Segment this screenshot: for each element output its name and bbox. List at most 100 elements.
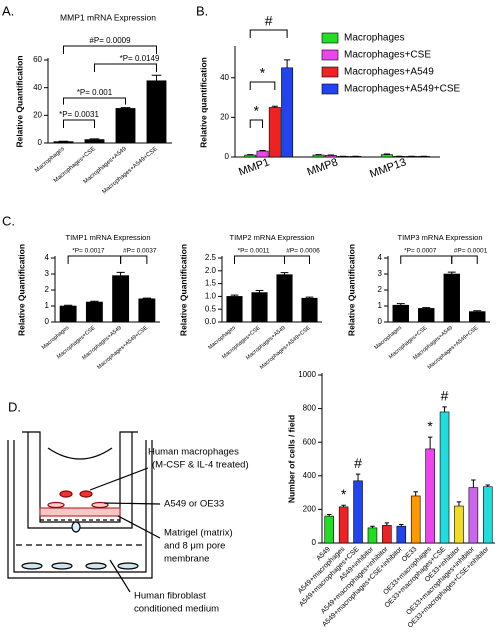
bar [226,296,243,323]
macrophage-cell [59,490,73,498]
error-bar [447,271,456,274]
y-axis-label: Relative Quantification [16,244,26,336]
bar [324,515,334,544]
error-bar [370,525,375,528]
bar [443,273,460,323]
diagram-label: (M-CSF & IL-4 treated) [152,460,249,471]
bar [301,297,318,323]
insert [22,431,138,523]
x-tick-label: Macrophages+A549+CSE [259,325,312,371]
error-bar [399,524,404,527]
diagram-label: A549 or OE33 [164,499,224,510]
annotation: #P= 0.0037 [123,248,157,255]
bar [338,506,349,544]
fibroblast [117,562,139,570]
fibroblast [21,562,43,570]
chart-title: TIMP1 mRNA Expression [65,233,150,242]
fibroblast [51,562,73,570]
legend-swatch [321,83,339,95]
error-bar [280,272,289,275]
bar [85,301,103,323]
arrow [117,515,161,539]
bar [312,154,325,158]
error-bar [456,501,462,507]
bar [146,80,167,144]
fibroblast [85,562,107,570]
error-bar [326,513,332,517]
medium-top [47,447,113,460]
error-bar [355,473,361,481]
y-tick-label: 1.5 [205,279,217,288]
bar [53,141,74,144]
bar [281,67,294,158]
bar [276,274,293,323]
y-tick-label: 40 [33,83,42,92]
bar [353,480,363,544]
annotation: * [260,65,266,81]
error-bar [473,310,482,312]
significance-bracket [249,81,276,90]
bar [439,411,450,544]
annotation: *P= 0.0031 [59,110,99,119]
tumour-cell [47,501,65,509]
y-axis-label: Relative Quantification [178,244,188,336]
diagram-labels: Human macrophages (M-CSF & IL-4 treated)… [134,447,249,615]
x-tick-label: MMP1 [237,156,271,178]
legend-label: Macrophages [344,33,405,44]
error-bar [255,290,264,293]
chart-title: TIMP2 mRNA Expression [229,233,314,242]
y-tick-label: 2 [378,285,383,294]
annotation: # [354,455,362,471]
y-tick-label: 20 [33,110,42,119]
significance-bracket [284,255,310,264]
diagram-label: Human macrophages [148,447,239,458]
bar [425,448,435,544]
significance-bracket [94,63,157,72]
x-tick-label: Macrophages [34,146,66,174]
significance-bracket [120,255,148,264]
panel-label: A. [2,3,14,18]
y-tick-label: 3 [45,269,50,278]
bar [367,527,378,544]
y-tick-label: 0 [45,317,50,326]
error-bar [230,294,239,297]
y-tick-label: 1 [378,301,383,310]
error-bar [427,436,433,449]
x-tick-label: MMP8 [306,156,340,178]
y-tick-label: 0 [312,538,317,547]
significance-bracket [400,255,453,264]
annotation: #P= 0.0009 [89,36,131,45]
diagram-label: membrane [164,554,209,565]
diagram-label: conditioned medium [134,604,219,615]
legend-label: Macrophages+A549+CSE [344,84,461,95]
y-axis-label: Relative Quantification [14,55,24,147]
panel-label: C. [2,213,15,228]
bar [59,305,77,323]
annotation: *P= 0.001 [77,88,113,97]
y-tick-label: 200 [303,505,317,514]
panel-label: D. [8,399,21,414]
significance-bracket [63,45,157,54]
error-bar [485,484,491,487]
annotation: *P= 0.0007 [404,248,437,255]
macrophage-cell [79,490,93,498]
significance-bracket [63,97,126,105]
y-tick-label: 4 [378,253,383,262]
error-bar [90,300,99,302]
annotation: # [441,388,449,404]
error-bar [142,297,151,299]
error-bar [120,107,131,109]
arrow [103,502,161,505]
legend-label: Macrophages+A549 [344,67,434,78]
diagram-label: and 8 μm pore [164,541,225,552]
y-tick-label: 20 [220,112,229,121]
y-axis-label: Relative Quantification [346,244,356,336]
bar [396,525,407,544]
legend-label: Macrophages+CSE [344,50,431,61]
y-tick-label: 400 [303,471,317,480]
error-bar [442,406,447,412]
bar [112,275,130,323]
bar [469,311,486,323]
bar [244,154,257,158]
arrow [109,559,131,593]
